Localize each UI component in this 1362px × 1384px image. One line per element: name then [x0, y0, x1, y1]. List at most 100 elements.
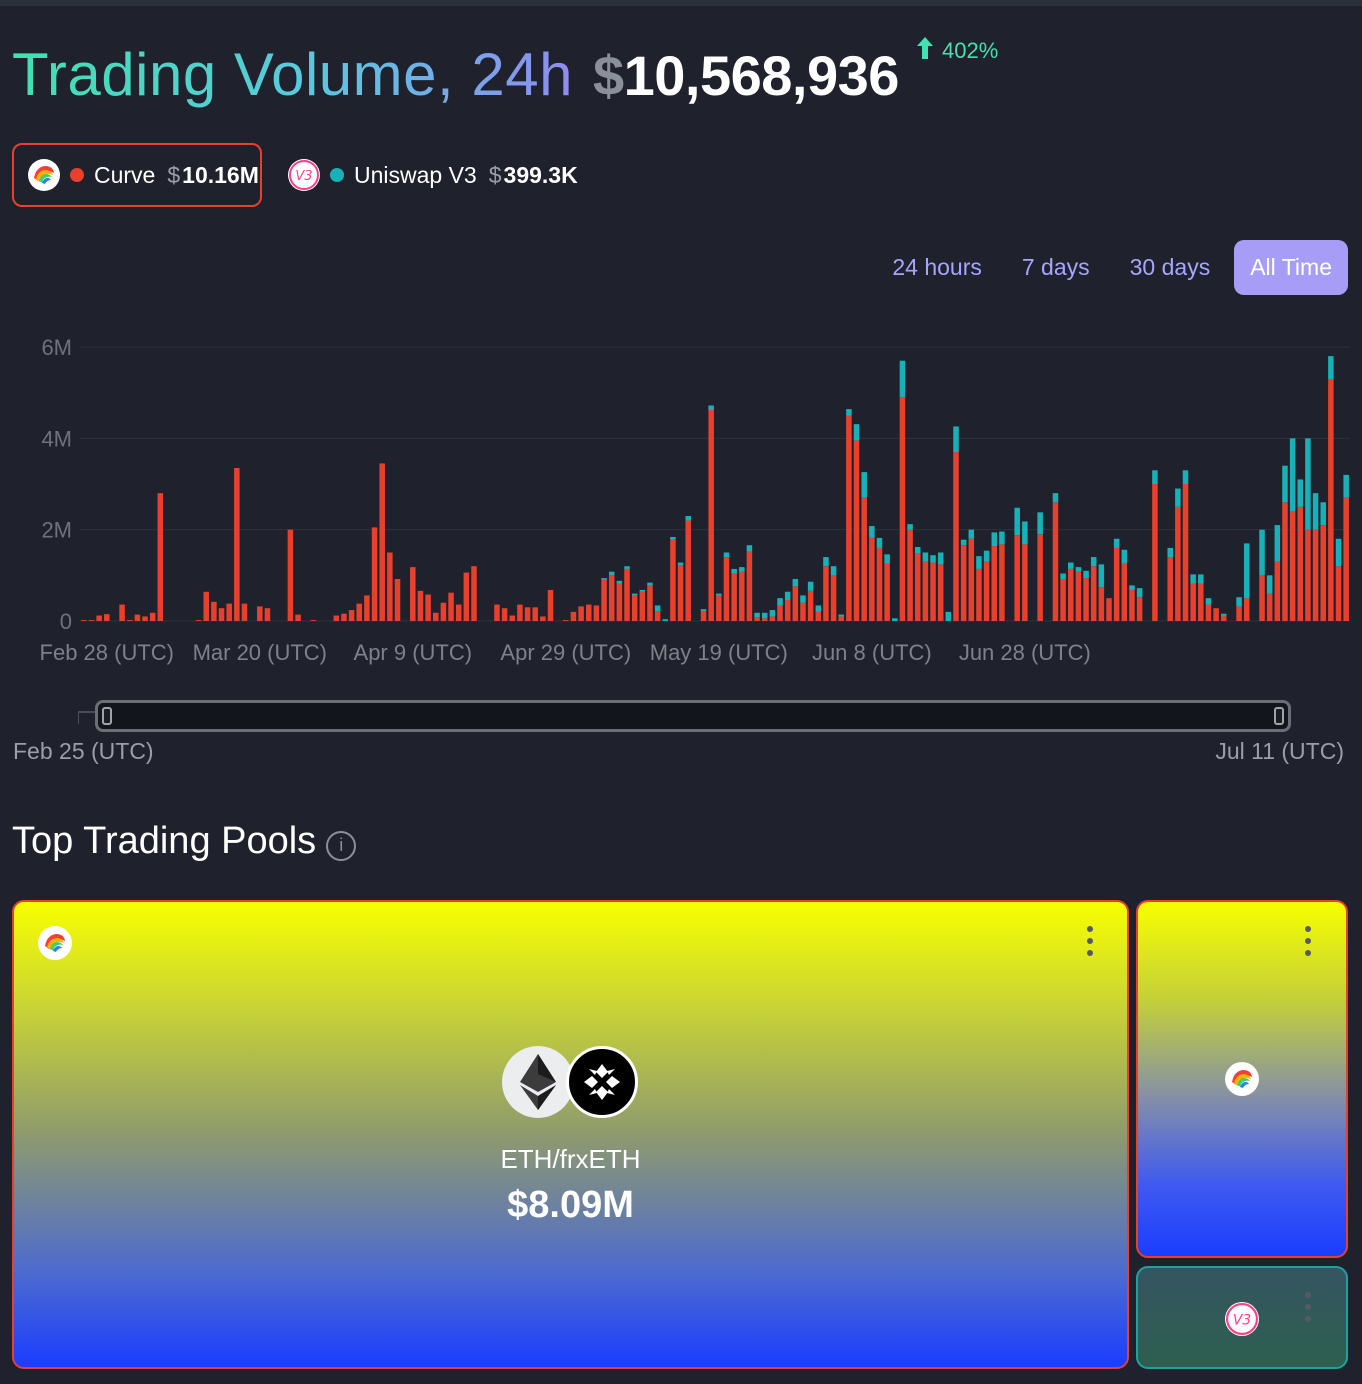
pool-menu-icon[interactable]: [1304, 926, 1312, 956]
x-tick-label: Apr 9 (UTC): [354, 640, 473, 665]
bar-uniswap: [1182, 470, 1189, 484]
bar-curve: [1205, 604, 1212, 621]
bar-curve: [410, 567, 416, 621]
bar-curve: [976, 568, 982, 621]
bar-curve: [647, 585, 653, 621]
bar-uniswap: [769, 610, 776, 617]
token-pair: [502, 1046, 642, 1118]
brush-start-label: Feb 25 (UTC): [13, 738, 154, 764]
range-all-time-button[interactable]: All Time: [1234, 240, 1348, 295]
bar-curve: [81, 620, 87, 621]
bar-curve: [616, 583, 623, 621]
bar-uniswap: [914, 547, 921, 554]
bar-uniswap: [739, 567, 745, 572]
range-30-days-button[interactable]: 30 days: [1129, 254, 1211, 280]
bar-uniswap: [1282, 465, 1288, 503]
bar-curve: [455, 604, 462, 621]
bar-uniswap: [608, 571, 615, 576]
bar-uniswap: [1274, 525, 1281, 562]
pool-card-eth-frxeth[interactable]: ETH/frxETH $8.09M: [12, 900, 1129, 1369]
bar-curve: [341, 613, 347, 621]
bar-uniswap: [983, 550, 990, 562]
legend-curve[interactable]: Curve $ 10.16M: [12, 143, 262, 207]
curve-logo-icon: [1225, 1062, 1259, 1096]
range-7-days-button[interactable]: 7 days: [1021, 254, 1090, 280]
brush-end-label: Jul 11 (UTC): [1215, 738, 1344, 764]
bar-curve: [142, 616, 148, 621]
bar-uniswap: [999, 531, 1005, 545]
bar-uniswap: [700, 609, 707, 611]
pool-menu-icon[interactable]: [1304, 1292, 1312, 1322]
bar-curve: [1282, 502, 1288, 621]
bar-curve: [907, 529, 913, 621]
bar-uniswap: [869, 526, 875, 538]
pool-card-curve-2[interactable]: [1136, 900, 1348, 1258]
bar-uniswap: [853, 424, 860, 441]
bar-curve: [371, 527, 378, 621]
info-icon[interactable]: i: [326, 830, 357, 861]
bar-uniswap: [1343, 474, 1349, 498]
bar-curve: [922, 561, 929, 621]
bar-curve: [1305, 529, 1311, 621]
bar-uniswap: [1335, 538, 1342, 567]
brush-left-handle[interactable]: [102, 707, 112, 725]
bar-curve: [494, 604, 500, 621]
bar-curve: [540, 616, 546, 621]
bar-uniswap: [654, 605, 661, 611]
bar-curve: [440, 602, 447, 621]
bar-curve: [379, 463, 385, 621]
pool-card-uniswap[interactable]: V3: [1136, 1266, 1348, 1369]
bar-curve: [670, 539, 676, 621]
bar-uniswap: [1014, 507, 1020, 536]
pool-menu-icon[interactable]: [1086, 926, 1094, 956]
bar-curve: [1113, 547, 1120, 621]
range-24-hours-button[interactable]: 24 hours: [892, 254, 982, 280]
range-brush[interactable]: [95, 700, 1291, 732]
bar-curve: [1243, 598, 1250, 621]
uniswap-color-dot: [330, 168, 344, 182]
bar-uniswap: [761, 612, 768, 619]
bar-uniswap: [1129, 585, 1135, 590]
bar-uniswap: [1113, 538, 1120, 548]
bar-curve: [295, 614, 301, 621]
bar-uniswap: [746, 545, 753, 552]
bar-curve: [432, 612, 439, 621]
brush-right-handle[interactable]: [1274, 707, 1284, 725]
bar-curve: [746, 551, 753, 621]
bar-uniswap: [639, 589, 646, 592]
bar-curve: [677, 565, 684, 621]
bar-curve: [1335, 566, 1342, 621]
bar-uniswap: [991, 532, 998, 547]
bar-uniswap: [792, 578, 799, 587]
total-volume-value: 10,568,936: [623, 44, 900, 107]
bar-curve: [914, 553, 921, 621]
bar-curve: [1037, 534, 1043, 621]
bar-uniswap: [815, 605, 822, 612]
bar-curve: [1328, 378, 1334, 621]
y-tick-label: 2M: [41, 518, 72, 543]
bar-uniswap: [960, 539, 967, 546]
bar-curve: [1083, 578, 1089, 621]
bar-uniswap: [670, 536, 676, 540]
legend-curve-currency: $: [167, 161, 181, 188]
y-tick-label: 6M: [41, 335, 72, 360]
bar-curve: [1221, 615, 1227, 621]
bar-curve: [884, 563, 890, 621]
y-tick-label: 4M: [41, 426, 72, 451]
bar-curve: [134, 614, 141, 621]
volume-change-value: 402%: [942, 37, 999, 63]
bar-curve: [1121, 563, 1128, 621]
top-border: [0, 0, 1362, 6]
bar-curve: [983, 561, 990, 621]
bar-curve: [800, 602, 806, 621]
bar-uniswap: [708, 405, 714, 411]
volume-chart: 0 2M 4M 6M Feb 28 (UTC) Mar 20 (UTC) Apr 9 (UT…: [40, 335, 1350, 665]
uniswap-v3-logo-icon: V3: [1225, 1302, 1259, 1336]
bar-curve: [517, 604, 523, 621]
bar-uniswap: [1167, 547, 1173, 558]
bar-curve: [784, 599, 791, 621]
bar-curve: [685, 520, 691, 621]
bar-uniswap: [685, 515, 691, 521]
bar-uniswap: [968, 529, 975, 539]
legend-uniswap[interactable]: V3 Uniswap V3 $ 399.3K: [272, 143, 594, 207]
